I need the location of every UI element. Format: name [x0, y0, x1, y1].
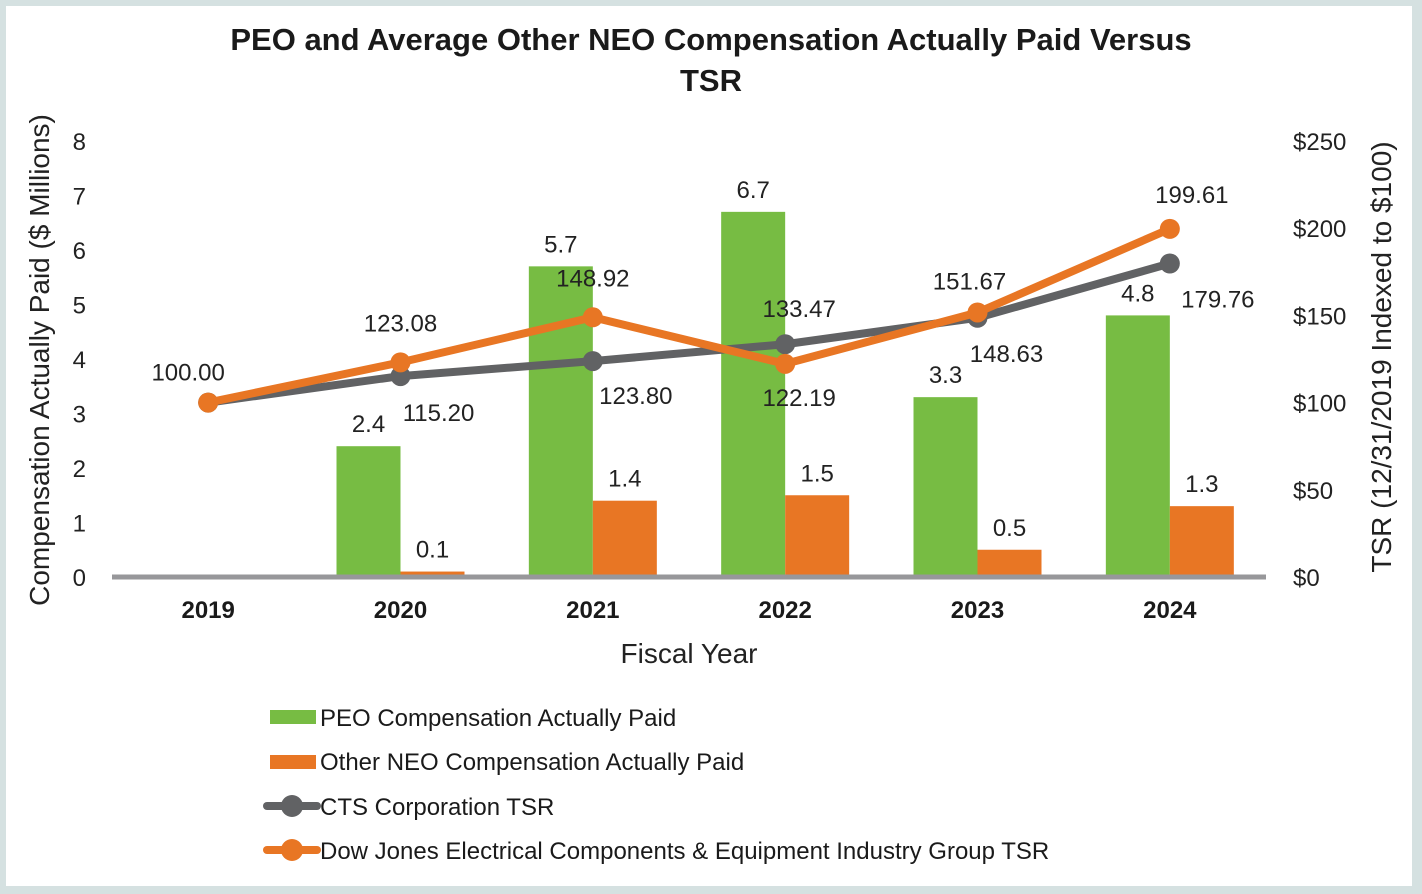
bar-label-neo: 1.5 [800, 460, 833, 487]
bar-label-peo: 3.3 [929, 362, 962, 389]
y-tick-label: 4 [73, 347, 86, 374]
bar-peo [913, 397, 978, 577]
x-tick-label: 2022 [758, 597, 811, 624]
bar-label-neo: 0.1 [416, 537, 449, 564]
marker-dj [775, 353, 796, 374]
line-label-dj: 122.19 [762, 385, 835, 412]
bar-label-neo: 1.3 [1185, 471, 1218, 498]
line-label-cts: 179.76 [1181, 286, 1254, 313]
y-axis-ticks: 0 1 2 3 4 5 6 7 8 [73, 129, 86, 592]
bar-peo [528, 266, 593, 577]
bar-label-peo: 2.4 [352, 411, 385, 438]
marker-cts [390, 366, 411, 387]
legend-label-dj: Dow Jones Electrical Components & Equipm… [320, 838, 1049, 865]
legend-item-cts[interactable]: CTS Corporation TSR [263, 794, 554, 821]
legend-label-neo: Other NEO Compensation Actually Paid [320, 749, 744, 776]
legend-item-neo[interactable]: Other NEO Compensation Actually Paid [270, 749, 744, 776]
bar-peo [721, 211, 786, 577]
y-tick-label: 2 [73, 456, 86, 483]
line-label-dj: 199.61 [1155, 182, 1228, 209]
chart-panel: PEO and Average Other NEO Compensation A… [6, 6, 1412, 886]
marker-dj [582, 307, 603, 328]
y2-tick-label: $0 [1293, 565, 1320, 592]
x-axis-categories: 2019 2020 2021 2022 2023 2024 [181, 597, 1197, 624]
line-cts [207, 259, 1171, 407]
marker-cts [1159, 253, 1180, 274]
line-label-dj: 151.67 [933, 268, 1006, 295]
bar-neo [400, 571, 465, 577]
bar-neo [1169, 506, 1234, 577]
line-label-cts: 133.47 [762, 296, 835, 323]
y-tick-label: 6 [73, 238, 86, 265]
line-label-cts: 148.63 [970, 341, 1043, 368]
bar-label-peo: 5.7 [544, 231, 577, 258]
legend-label-cts: CTS Corporation TSR [320, 794, 554, 821]
y2-tick-label: $250 [1293, 129, 1346, 156]
line-dj [207, 225, 1172, 407]
y-tick-label: 3 [73, 402, 86, 429]
y2-tick-label: $50 [1293, 478, 1333, 505]
data-labels: 2.4 5.7 6.7 3.3 4.8 0.1 1.4 1.5 0.5 1.3 100.00 123.… [151, 177, 1254, 564]
legend-swatch-neo [270, 755, 316, 769]
marker-dj [390, 352, 411, 373]
bar-peo [336, 446, 401, 577]
y-tick-label: 7 [73, 184, 86, 211]
line-label-cts: 115.20 [403, 400, 475, 427]
bar-label-peo: 6.7 [736, 177, 769, 204]
x-tick-label: 2021 [566, 597, 619, 624]
y2-axis-ticks: $0 $50 $100 $150 $200 $250 [1293, 129, 1346, 592]
bar-label-neo: 0.5 [993, 515, 1026, 542]
y-tick-label: 1 [73, 511, 86, 538]
y-tick-label: 5 [73, 293, 86, 320]
legend-marker-dj [281, 839, 303, 861]
x-tick-label: 2023 [951, 597, 1004, 624]
y2-tick-label: $100 [1293, 391, 1346, 418]
legend-item-peo[interactable]: PEO Compensation Actually Paid [270, 705, 676, 732]
bar-label-peo: 4.8 [1121, 280, 1154, 307]
y2-tick-label: $200 [1293, 216, 1346, 243]
marker-cts [582, 351, 603, 372]
legend-marker-cts [281, 795, 303, 817]
x-tick-label: 2020 [374, 597, 427, 624]
x-tick-label: 2019 [181, 597, 234, 624]
x-tick-label: 2024 [1143, 597, 1197, 624]
y-axis-label: Compensation Actually Paid ($ Millions) [24, 114, 55, 606]
chart-title-line-2: TSR [680, 63, 742, 98]
marker-cts [775, 334, 796, 355]
marker-dj [198, 392, 219, 413]
bar-neo [592, 500, 657, 577]
bar-label-neo: 1.4 [608, 466, 641, 493]
bar-peo [1105, 315, 1170, 577]
y2-tick-label: $150 [1293, 303, 1346, 330]
bar-neo [785, 495, 850, 577]
y-tick-label: 0 [73, 565, 86, 592]
marker-dj [967, 302, 988, 323]
legend-label-peo: PEO Compensation Actually Paid [320, 705, 676, 732]
y2-axis-label: TSR (12/31/2019 Indexed to $100) [1366, 141, 1397, 572]
y-tick-label: 8 [73, 129, 86, 156]
line-label-dj: 123.08 [364, 310, 437, 337]
bar-neo [977, 549, 1042, 577]
chart: PEO and Average Other NEO Compensation A… [24, 22, 1397, 865]
chart-title-line-1: PEO and Average Other NEO Compensation A… [230, 22, 1191, 57]
marker-dj [1159, 218, 1180, 239]
line-label-dj: 100.00 [151, 360, 224, 387]
x-axis-label: Fiscal Year [621, 638, 758, 669]
tsr-lines [198, 218, 1180, 413]
legend: PEO Compensation Actually Paid Other NEO… [263, 705, 1049, 865]
legend-item-dj[interactable]: Dow Jones Electrical Components & Equipm… [263, 838, 1049, 865]
line-label-dj: 148.92 [556, 265, 629, 292]
legend-swatch-peo [270, 710, 316, 724]
line-label-cts: 123.80 [599, 383, 672, 410]
